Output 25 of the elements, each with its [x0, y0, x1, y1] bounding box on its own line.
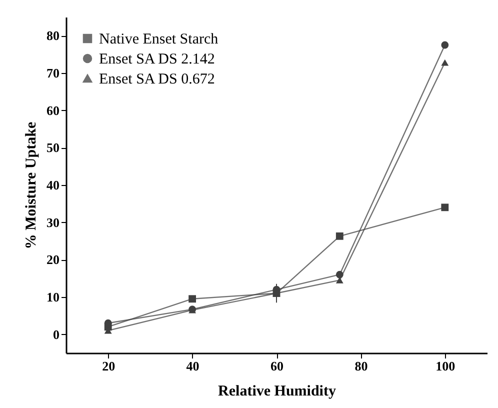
y-tick-label: 30 — [46, 214, 60, 230]
x-tick-label: 80 — [354, 358, 368, 374]
point — [188, 295, 196, 303]
point — [336, 232, 344, 240]
y-tick-label: 10 — [46, 290, 60, 304]
point — [336, 270, 344, 278]
y-tick-label: 70 — [46, 66, 60, 80]
legend-label: Native Enset Starch — [99, 32, 219, 48]
y-tick-label: 0 — [53, 326, 60, 342]
y-tick-label: 60 — [46, 102, 60, 118]
y-tick-label: 40 — [46, 178, 60, 192]
x-tick-label: 100 — [436, 358, 456, 374]
y-tick-label: 50 — [46, 140, 60, 156]
legend-label: Enset SA DS 0.672 — [99, 72, 215, 88]
point — [441, 41, 449, 49]
x-tick-label: 20 — [102, 358, 116, 374]
x-tick-label: 40 — [186, 358, 200, 374]
legend-label: Enset SA DS 2.142 — [99, 52, 215, 68]
y-tick-label: 80 — [46, 28, 60, 44]
y-axis-title: % Moisture Uptake — [24, 122, 40, 250]
y-tick-label: 20 — [46, 252, 60, 268]
x-axis-title: Relative Humidity — [218, 384, 336, 400]
point — [441, 204, 449, 212]
point — [441, 59, 449, 66]
x-tick-label: 60 — [270, 358, 284, 374]
